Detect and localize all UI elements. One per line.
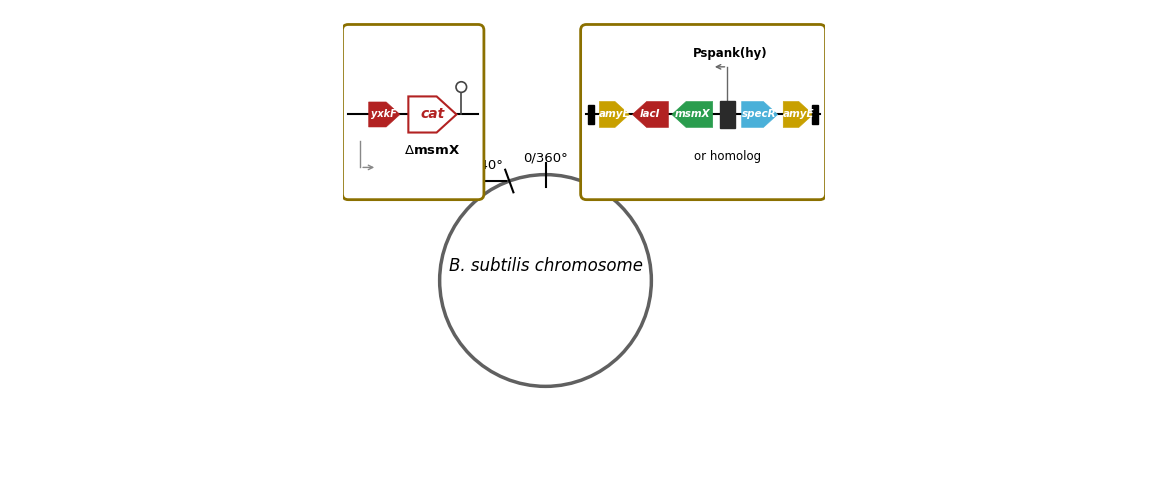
Text: amyE: amyE xyxy=(598,109,630,120)
Polygon shape xyxy=(784,102,813,127)
Text: $\Delta$msmX: $\Delta$msmX xyxy=(404,144,460,157)
Text: B. subtilis chromosome: B. subtilis chromosome xyxy=(449,257,642,275)
Text: 28°: 28° xyxy=(603,166,626,179)
Circle shape xyxy=(439,175,652,386)
Text: amyE: amyE xyxy=(783,109,814,120)
Polygon shape xyxy=(369,102,399,127)
Text: yxkF: yxkF xyxy=(371,109,397,120)
Bar xyxy=(588,106,595,123)
Text: cat: cat xyxy=(420,107,445,121)
FancyBboxPatch shape xyxy=(342,25,484,200)
Text: or homolog: or homolog xyxy=(694,150,762,163)
Polygon shape xyxy=(742,102,778,127)
Text: msmX: msmX xyxy=(674,109,710,120)
Text: Pspank(hy): Pspank(hy) xyxy=(693,46,767,60)
Polygon shape xyxy=(599,102,630,127)
Polygon shape xyxy=(672,102,712,127)
Polygon shape xyxy=(409,96,457,133)
Polygon shape xyxy=(632,102,668,127)
Text: lacI: lacI xyxy=(640,109,661,120)
Circle shape xyxy=(456,82,466,92)
Text: 0/360°: 0/360° xyxy=(523,151,568,164)
Bar xyxy=(812,106,819,123)
FancyBboxPatch shape xyxy=(580,25,826,200)
Text: specR: specR xyxy=(743,109,777,120)
Bar xyxy=(721,101,735,128)
Text: 340°: 340° xyxy=(472,159,503,172)
